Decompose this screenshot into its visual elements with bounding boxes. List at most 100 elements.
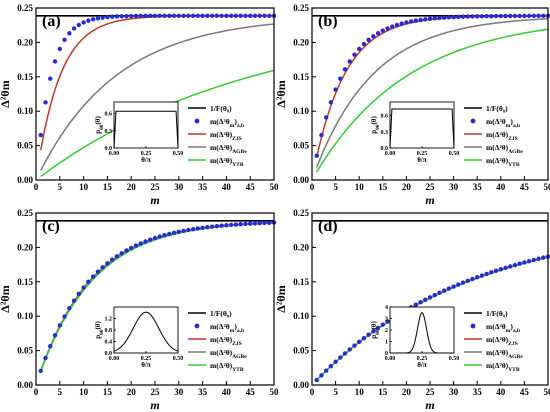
data-point <box>90 17 96 22</box>
x-tick-label: 15 <box>378 387 388 397</box>
data-point <box>536 256 541 261</box>
x-tick-label: 40 <box>222 387 232 397</box>
data-point <box>475 14 480 19</box>
x-tick-label: 0 <box>34 387 39 397</box>
data-point <box>489 13 494 19</box>
y-axis-label: Δ²θm <box>274 80 288 107</box>
legend: 1/F(θ₀) m(Δ²θm​)a,b​m(Δ²θ)ZJS​m(Δ²θ)AGBe​… <box>464 309 523 373</box>
data-point <box>418 300 423 305</box>
data-point <box>157 13 162 19</box>
data-point <box>86 279 91 284</box>
inset-y-tick-label: 1.2 <box>105 317 113 323</box>
panel-label: (b) <box>318 13 338 30</box>
series-ytb-line <box>316 28 549 173</box>
data-point <box>432 292 437 298</box>
data-point <box>48 76 53 81</box>
data-point <box>162 13 167 19</box>
inset-x-tick-label: 0.50 <box>449 356 460 362</box>
data-point <box>81 20 86 25</box>
data-point <box>195 226 201 231</box>
inset-y-tick-label: 3 <box>385 317 388 323</box>
inset-frame <box>113 306 179 354</box>
legend-label: m(Δ²θ)AGBe​ <box>210 143 247 155</box>
x-tick-label: 15 <box>103 387 113 397</box>
data-point <box>460 280 466 285</box>
legend: 1/F(θ₀) m(Δ²θm​)a,b​m(Δ²θ)ZJS​m(Δ²θ)AGBe​… <box>188 104 247 168</box>
inset-y-tick-label: 0.6 <box>105 112 113 118</box>
inset-y-axis-label: pθ0​(θ) <box>370 116 381 134</box>
x-tick-label: 15 <box>103 182 113 192</box>
data-point <box>479 273 485 278</box>
data-point <box>190 226 196 232</box>
x-tick-label: 20 <box>402 387 412 397</box>
y-tick-label: 0.00 <box>293 380 309 390</box>
inset-y-tick-label: 0.4 <box>105 340 113 346</box>
data-point <box>205 13 210 18</box>
legend-label: m(Δ²θ)AGBe​ <box>486 143 523 155</box>
data-point <box>90 274 96 279</box>
data-point <box>385 26 390 31</box>
x-tick-label: 30 <box>449 387 459 397</box>
data-point <box>129 245 134 251</box>
x-tick-label: 35 <box>198 387 208 397</box>
y-tick-label: 0.05 <box>17 141 33 151</box>
data-point <box>352 52 357 57</box>
data-point <box>319 373 324 378</box>
x-tick-label: 30 <box>174 182 184 192</box>
data-point <box>342 351 348 356</box>
chart-panel-4: 051015202530354045500.000.050.100.150.20… <box>274 208 550 412</box>
data-point <box>517 13 522 19</box>
data-point <box>423 17 428 22</box>
data-point <box>152 13 158 19</box>
x-tick-label: 50 <box>544 182 550 192</box>
x-tick-label: 25 <box>151 387 161 397</box>
data-point <box>228 13 234 18</box>
data-point <box>67 306 72 311</box>
x-tick-label: 10 <box>355 387 365 397</box>
data-point <box>512 13 518 19</box>
data-point <box>71 298 77 303</box>
y-tick-label: 0.15 <box>17 277 33 287</box>
data-point <box>200 13 205 18</box>
data-point <box>95 16 101 21</box>
y-axis-label: Δ²θm <box>274 285 288 312</box>
data-point <box>167 13 172 18</box>
legend-label: m(Δ²θ)ZJS​ <box>486 130 518 142</box>
data-point <box>143 239 148 244</box>
x-tick-label: 5 <box>333 387 338 397</box>
data-point <box>338 76 343 81</box>
data-point <box>233 222 239 227</box>
x-tick-label: 45 <box>520 182 530 192</box>
x-tick-label: 50 <box>544 387 550 397</box>
data-point <box>157 234 162 239</box>
legend-label: m(Δ²θm​)a,b​ <box>210 322 244 334</box>
legend: 1/F(θ₀) m(Δ²θm​)a,b​m(Δ²θ)ZJS​m(Δ²θ)AGBe​… <box>464 104 523 168</box>
data-point <box>224 223 229 228</box>
y-tick-label: 0.25 <box>293 208 309 218</box>
chart-panel-1: 0 5 10 15 20 25 30 35 40 45 50 0.00 0.05 0.10 0.15 0.20… <box>0 3 279 207</box>
data-point <box>470 276 475 282</box>
data-point <box>427 16 433 21</box>
data-point <box>133 243 139 248</box>
data-point <box>57 323 62 328</box>
inset-x-axis-label: θ/π <box>417 156 427 164</box>
data-point <box>508 264 513 269</box>
data-point <box>314 377 319 383</box>
data-point <box>43 100 48 105</box>
data-point <box>526 258 532 264</box>
data-point <box>67 31 72 36</box>
data-point <box>252 13 258 18</box>
data-point <box>238 221 243 227</box>
x-tick-label: 35 <box>198 182 208 192</box>
inset-y-axis-label: pθ0​(θ) <box>94 116 105 134</box>
data-point <box>380 322 385 327</box>
data-point <box>171 13 177 18</box>
y-tick-label: 0.15 <box>293 72 309 82</box>
x-tick-label: 30 <box>174 387 184 397</box>
data-point <box>526 13 532 19</box>
data-point <box>484 271 489 277</box>
inset-y-axis-label: pθ0​(θ) <box>370 321 381 339</box>
y-tick-label: 0.10 <box>17 311 33 321</box>
y-tick-label: 0.00 <box>17 380 33 390</box>
inset-x-tick-label: 0.25 <box>417 356 428 362</box>
